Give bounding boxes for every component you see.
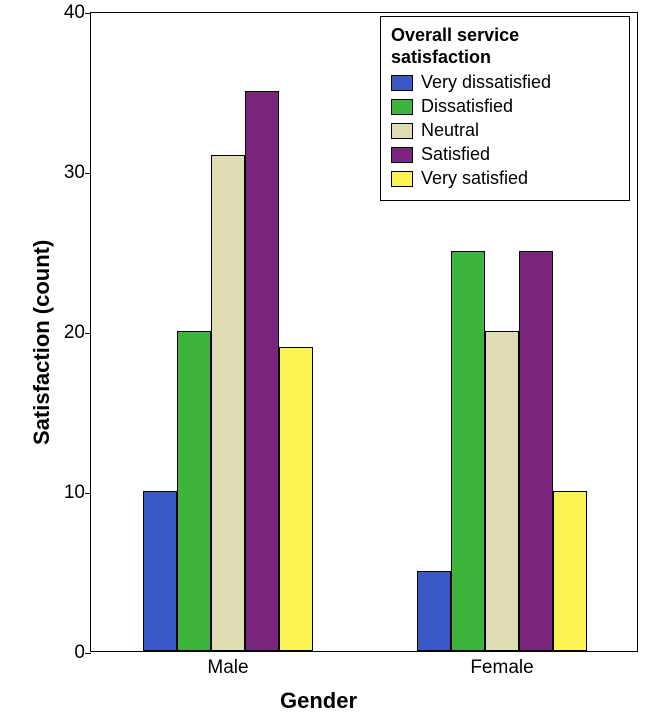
bar [177, 331, 211, 651]
legend-item: Very dissatisfied [391, 72, 619, 93]
bar [485, 331, 519, 651]
bar [279, 347, 313, 651]
y-tick-mark [85, 13, 91, 14]
legend-title: Overall servicesatisfaction [391, 25, 619, 68]
legend-label: Satisfied [421, 144, 490, 165]
legend-item: Satisfied [391, 144, 619, 165]
legend-label: Very satisfied [421, 168, 528, 189]
legend-items: Very dissatisfied Dissatisfied Neutral Sati… [391, 72, 619, 189]
legend: Overall servicesatisfaction Very dissati… [380, 16, 630, 201]
legend-label: Neutral [421, 120, 479, 141]
x-tick-label: Female [470, 657, 533, 679]
x-tick-label: Male [207, 657, 248, 679]
legend-label: Very dissatisfied [421, 72, 551, 93]
y-tick-label: 30 [64, 162, 85, 184]
y-tick-label: 10 [64, 482, 85, 504]
bar [245, 91, 279, 651]
y-axis-label: Satisfaction (count) [29, 245, 55, 445]
bar [553, 491, 587, 651]
legend-swatch [391, 123, 413, 139]
legend-item: Dissatisfied [391, 96, 619, 117]
bar [211, 155, 245, 651]
legend-swatch [391, 171, 413, 187]
bar [519, 251, 553, 651]
y-tick-label: 20 [64, 322, 85, 344]
legend-item: Very satisfied [391, 168, 619, 189]
y-tick-mark [85, 653, 91, 654]
y-tick-mark [85, 333, 91, 334]
bar [417, 571, 451, 651]
legend-swatch [391, 99, 413, 115]
chart-container: 0 10 20 30 40 Male Female Satisfaction (count)… [0, 0, 656, 719]
y-tick-label: 0 [74, 642, 85, 664]
legend-swatch [391, 75, 413, 91]
y-tick-label: 40 [64, 2, 85, 24]
y-tick-mark [85, 493, 91, 494]
legend-swatch [391, 147, 413, 163]
bar [143, 491, 177, 651]
legend-label: Dissatisfied [421, 96, 513, 117]
legend-item: Neutral [391, 120, 619, 141]
x-axis-label: Gender [280, 688, 357, 714]
y-tick-mark [85, 173, 91, 174]
bar [451, 251, 485, 651]
